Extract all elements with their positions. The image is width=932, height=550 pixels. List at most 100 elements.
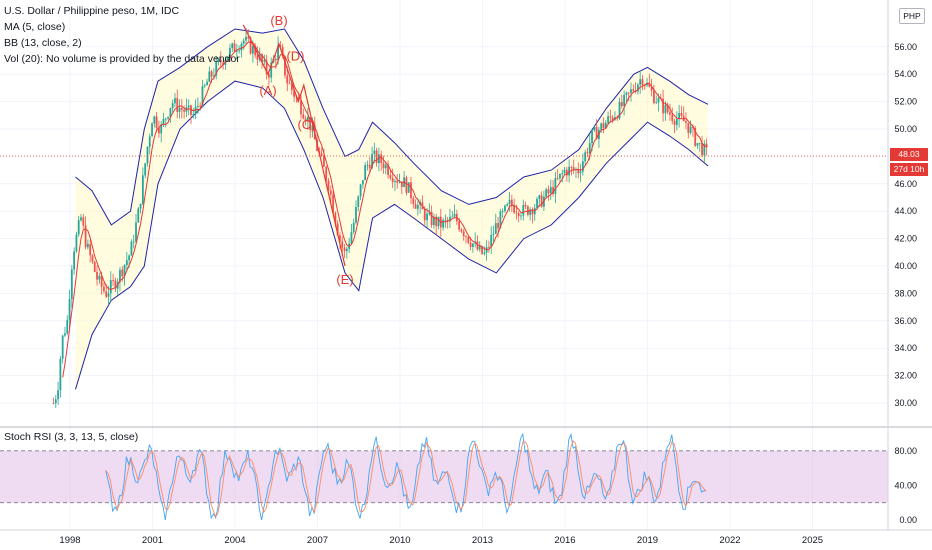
candle-body <box>199 105 202 107</box>
candle-body <box>222 62 224 65</box>
candle-body <box>123 265 126 277</box>
candle-body <box>336 223 339 236</box>
candle-body <box>215 61 218 76</box>
candle-body <box>265 60 268 75</box>
candle-body <box>549 187 552 194</box>
candle-body <box>531 209 534 215</box>
candle-body <box>655 102 658 104</box>
candle-body <box>238 50 241 52</box>
price-tick-label: 36.00 <box>894 316 917 326</box>
candle-body <box>591 130 593 144</box>
candle-body <box>84 225 87 248</box>
candle-body <box>59 358 62 391</box>
candle-body <box>384 164 387 169</box>
candle-body <box>478 246 481 250</box>
candle-body <box>93 261 96 272</box>
candle-body <box>373 150 376 155</box>
candle-body <box>153 116 156 124</box>
candle-body <box>368 164 371 169</box>
chart-title: U.S. Dollar / Philippine peso, 1M, IDC <box>4 5 180 17</box>
candle-body <box>483 252 486 254</box>
candle-body <box>323 155 325 167</box>
candle-body <box>662 98 664 114</box>
candle-body <box>526 206 529 215</box>
candle-body <box>261 54 263 62</box>
candle-body <box>245 36 247 41</box>
candle-body <box>653 90 655 104</box>
candle-body <box>286 75 289 84</box>
currency-unit-badge[interactable]: PHP <box>899 8 925 24</box>
candle-body <box>270 62 273 78</box>
stoch-rsi-band <box>0 450 888 503</box>
candle-body <box>623 94 626 107</box>
candle-body <box>302 114 305 119</box>
stoch-rsi-axis[interactable]: 0.00 40.00 80.00 <box>894 446 917 525</box>
candle-body <box>490 234 493 248</box>
price-axis[interactable]: 30.00 32.00 34.00 36.00 38.00 40.00 42.00 44.00… <box>894 42 917 408</box>
candle-body <box>442 220 444 228</box>
candle-body <box>196 105 199 107</box>
time-tick-label: 1998 <box>59 535 80 546</box>
candle-body <box>685 121 687 123</box>
candle-body <box>160 124 163 134</box>
candle-body <box>380 154 383 164</box>
price-tick-label: 52.00 <box>894 97 917 107</box>
candle-body <box>109 280 112 294</box>
time-tick-label: 2010 <box>389 535 410 546</box>
candle-body <box>103 286 105 292</box>
candle-body <box>554 178 557 194</box>
candle-body <box>435 216 438 227</box>
candle-body <box>444 219 447 221</box>
candle-body <box>506 203 509 206</box>
candle-body <box>696 143 699 146</box>
candle-body <box>176 98 179 112</box>
candle-body <box>556 178 559 179</box>
stoch-rsi-label[interactable]: Stoch RSI (3, 3, 13, 5, close) <box>4 431 139 443</box>
candle-body <box>309 117 312 131</box>
candle-body <box>158 128 160 134</box>
bollinger-band-fill <box>75 29 708 390</box>
candle-body <box>128 255 131 261</box>
candle-body <box>437 216 440 227</box>
candle-body <box>504 205 506 212</box>
wave-label: (E) <box>336 272 353 287</box>
candle-body <box>460 229 463 232</box>
time-tick-label: 2019 <box>637 535 658 546</box>
candle-body <box>426 213 428 221</box>
candle-body <box>171 103 174 108</box>
candle-body <box>341 241 344 248</box>
stoch-rsi-d-line <box>105 440 707 518</box>
candle-body <box>268 74 270 78</box>
time-axis[interactable]: 1998 2001 2004 2007 2010 2013 2016 2019 2022 2025 <box>59 535 823 546</box>
candle-body <box>387 164 389 176</box>
candle-body <box>476 241 479 250</box>
candle-body <box>359 184 362 197</box>
candle-body <box>70 269 73 300</box>
candle-body <box>364 165 367 181</box>
ma-indicator-label[interactable]: MA (5, close) <box>4 21 66 33</box>
candle-body <box>187 105 190 108</box>
candle-body <box>96 271 98 280</box>
candle-body <box>694 128 697 146</box>
candle-body <box>290 83 293 91</box>
candle-body <box>293 90 296 97</box>
candle-body <box>192 114 195 116</box>
candle-body <box>451 216 454 218</box>
candle-body <box>453 213 456 217</box>
time-tick-label: 2016 <box>554 535 575 546</box>
candle-body <box>630 89 632 93</box>
candle-body <box>540 195 543 207</box>
candle-body <box>481 246 483 254</box>
price-tick-label: 54.00 <box>894 69 917 79</box>
volume-indicator-label[interactable]: Vol (20): No volume is provided by the d… <box>4 53 240 65</box>
candle-body <box>620 101 623 107</box>
candle-body <box>513 205 516 213</box>
candle-body <box>648 82 651 87</box>
bb-indicator-label[interactable]: BB (13, close, 2) <box>4 37 82 49</box>
candle-body <box>350 232 353 244</box>
candle-body <box>86 243 89 248</box>
candle-body <box>471 243 474 247</box>
candle-body <box>288 83 291 85</box>
candle-body <box>584 152 587 162</box>
